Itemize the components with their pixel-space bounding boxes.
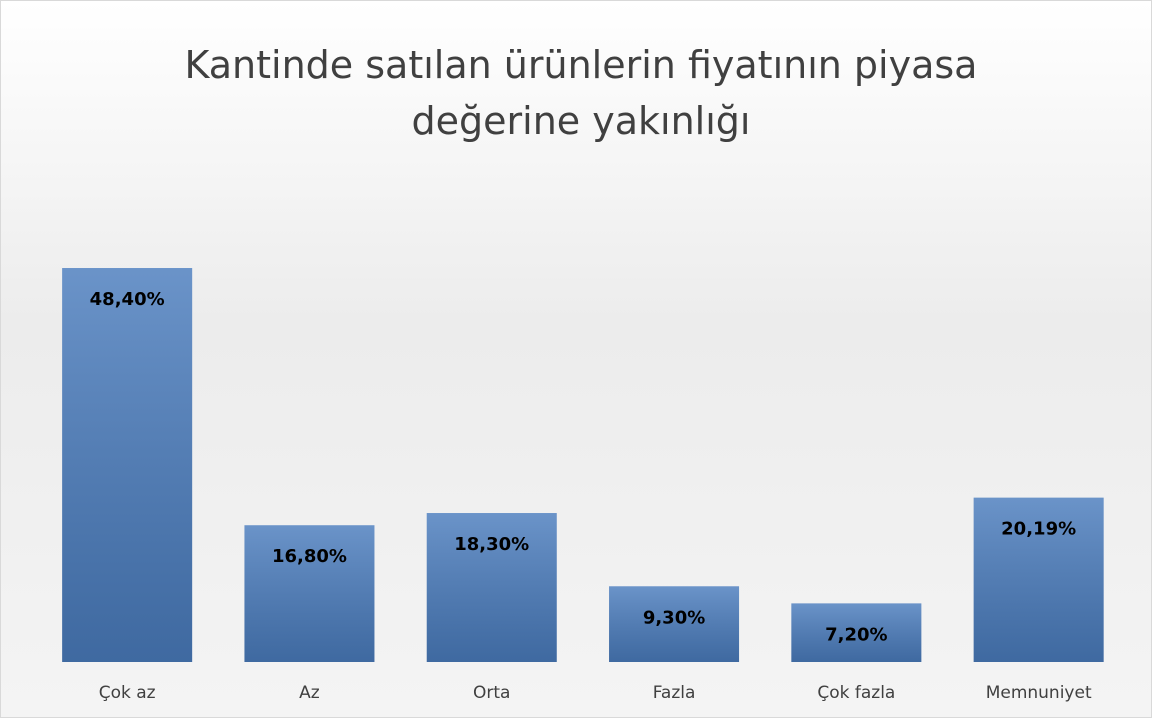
bar-shade — [62, 268, 193, 662]
bar-shade — [244, 525, 375, 662]
value-label: 7,20% — [825, 624, 887, 645]
value-label: 9,30% — [643, 607, 705, 628]
bar-shade — [609, 586, 740, 662]
x-tick-label: Fazla — [653, 683, 696, 703]
bar-shade — [791, 603, 922, 662]
value-label: 48,40% — [90, 289, 165, 310]
bar-shade — [973, 497, 1104, 662]
value-label: 18,30% — [454, 534, 529, 555]
value-label: 16,80% — [272, 546, 347, 567]
bar-shade — [426, 513, 557, 662]
x-tick-label: Orta — [473, 683, 510, 703]
x-tick-label: Çok fazla — [817, 683, 895, 703]
x-tick-label: Memnuniyet — [986, 683, 1092, 703]
x-tick-label: Çok az — [99, 683, 156, 703]
chart-title: Kantinde satılan ürünlerin fiyatının piy… — [184, 43, 978, 143]
value-label: 20,19% — [1001, 519, 1076, 540]
x-tick-label: Az — [299, 683, 320, 703]
